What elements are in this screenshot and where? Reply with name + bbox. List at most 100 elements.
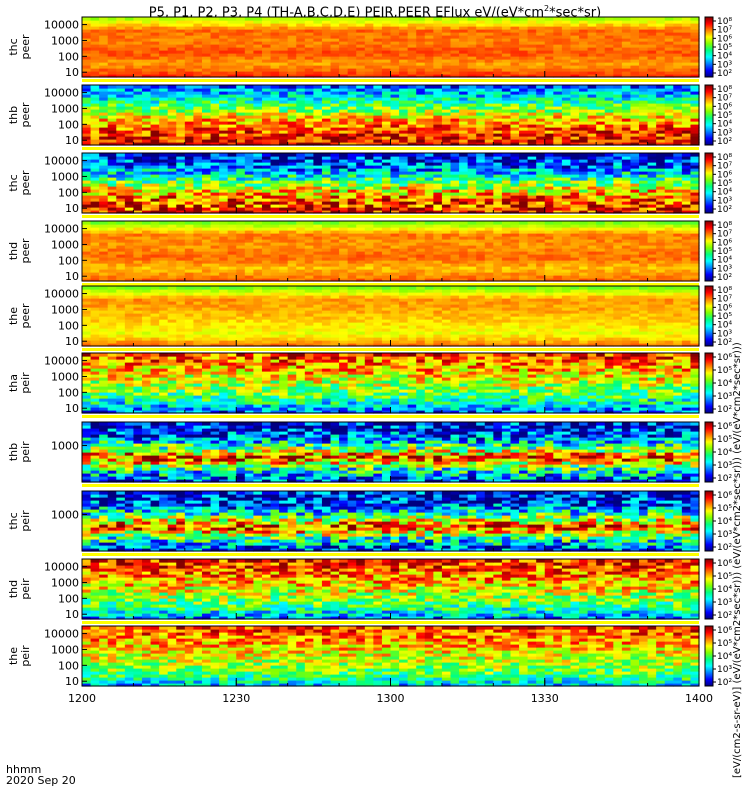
heatmap-cell	[304, 71, 314, 75]
heatmap-cell	[321, 29, 332, 33]
heatmap-cell	[313, 153, 323, 157]
heatmap-cell	[579, 65, 589, 69]
heatmap-cell	[621, 41, 632, 45]
heatmap-cell	[450, 32, 460, 36]
heatmap-cell	[630, 65, 640, 69]
heatmap-cell	[639, 136, 649, 140]
heatmap-cell	[527, 32, 537, 36]
heatmap-cell	[356, 65, 366, 69]
heatmap-cell	[184, 121, 194, 125]
heatmap-cell	[390, 103, 400, 107]
heatmap-cell	[201, 139, 212, 143]
heatmap-cell	[527, 85, 537, 89]
heatmap-cell	[553, 50, 563, 54]
heatmap-cell	[133, 47, 143, 51]
heatmap-cell	[664, 41, 674, 45]
heatmap-cell	[321, 103, 332, 107]
heatmap-cell	[116, 50, 126, 54]
heatmap-cell	[227, 142, 237, 146]
heatmap-cell	[424, 133, 434, 137]
heatmap-cell	[484, 130, 494, 134]
heatmap-cell	[630, 115, 640, 119]
heatmap-cell	[287, 50, 297, 54]
heatmap-cell	[647, 44, 657, 48]
heatmap-cell	[279, 50, 289, 54]
heatmap-cell	[561, 142, 572, 146]
heatmap-cell	[544, 38, 554, 42]
heatmap-cell	[613, 47, 623, 51]
heatmap-cell	[184, 47, 194, 51]
heatmap-cell	[261, 20, 272, 24]
heatmap-cell	[510, 74, 520, 78]
heatmap-cell	[493, 153, 503, 157]
heatmap-cell	[381, 71, 392, 75]
heatmap-cell	[604, 106, 614, 110]
heatmap-cell	[364, 68, 374, 72]
heatmap-cell	[501, 53, 512, 57]
heatmap-cell	[321, 121, 332, 125]
heatmap-cell	[99, 44, 109, 48]
heatmap-cell	[381, 50, 392, 54]
heatmap-cell	[270, 71, 280, 75]
heatmap-cell	[313, 103, 323, 107]
heatmap-cell	[450, 133, 460, 137]
heatmap-cell	[467, 153, 477, 157]
heatmap-cell	[159, 100, 169, 104]
heatmap-cell	[656, 136, 666, 140]
heatmap-cell	[690, 124, 700, 128]
heatmap-cell	[124, 106, 135, 110]
heatmap-cell	[150, 47, 160, 51]
heatmap-cell	[279, 109, 289, 113]
heatmap-cell	[296, 68, 306, 72]
heatmap-cell	[321, 71, 332, 75]
heatmap-cell	[304, 59, 314, 63]
heatmap-cell	[339, 44, 349, 48]
heatmap-cell	[133, 153, 143, 157]
heatmap-cell	[159, 112, 169, 116]
heatmap-cell	[201, 38, 212, 42]
heatmap-cell	[176, 53, 186, 57]
heatmap-cell	[176, 17, 186, 21]
heatmap-cell	[244, 139, 254, 143]
heatmap-cell	[570, 68, 580, 72]
heatmap-cell	[150, 41, 160, 45]
heatmap-cell	[141, 124, 152, 128]
heatmap-cell	[484, 124, 494, 128]
heatmap-cell	[210, 59, 220, 63]
heatmap-cell	[690, 103, 700, 107]
heatmap-cell	[596, 65, 606, 69]
heatmap-cell	[201, 29, 212, 33]
heatmap-cell	[493, 136, 503, 140]
heatmap-cell	[467, 62, 477, 66]
heatmap-cell	[373, 115, 383, 119]
heatmap-cell	[82, 53, 92, 57]
heatmap-cell	[330, 26, 340, 30]
heatmap-cell	[433, 142, 443, 146]
heatmap-cell	[501, 153, 512, 157]
heatmap-cell	[381, 130, 392, 134]
heatmap-cell	[133, 26, 143, 30]
heatmap-cell	[261, 50, 272, 54]
y-axis-label: peer	[19, 102, 32, 128]
heatmap-cell	[330, 139, 340, 143]
heatmap-cell	[279, 71, 289, 75]
heatmap-cell	[484, 139, 494, 143]
heatmap-cell	[579, 35, 589, 39]
heatmap-cell	[339, 59, 349, 63]
heatmap-cell	[639, 115, 649, 119]
heatmap-cell	[82, 47, 92, 51]
heatmap-cell	[459, 65, 469, 69]
heatmap-cell	[261, 23, 272, 27]
heatmap-cell	[304, 124, 314, 128]
heatmap-cell	[553, 112, 563, 116]
heatmap-cell	[673, 17, 683, 21]
heatmap-cell	[681, 47, 692, 51]
heatmap-cell	[390, 71, 400, 75]
heatmap-cell	[133, 17, 143, 21]
heatmap-cell	[536, 38, 546, 42]
heatmap-cell	[287, 142, 297, 146]
heatmap-cell	[227, 127, 237, 131]
heatmap-cell	[330, 71, 340, 75]
heatmap-cell	[124, 136, 135, 140]
heatmap-cell	[536, 26, 546, 30]
